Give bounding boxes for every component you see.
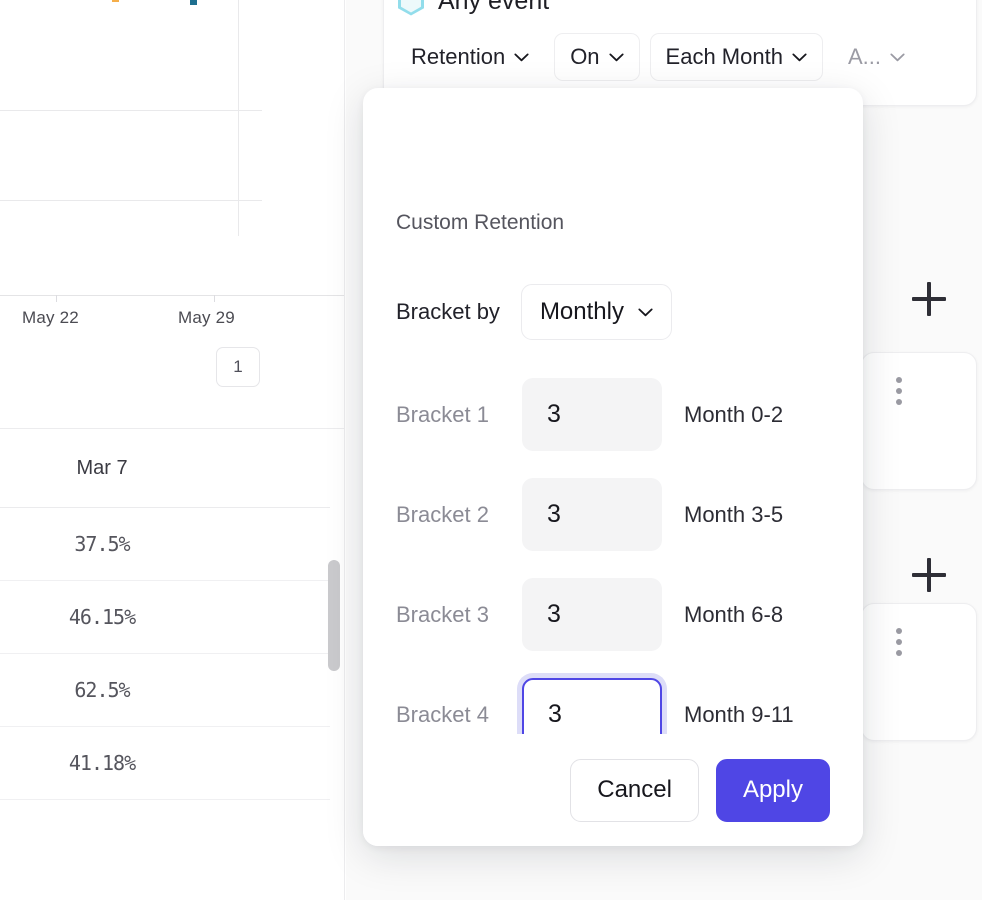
bracket-by-label: Bracket by	[396, 299, 500, 324]
table-cell: %	[0, 532, 18, 556]
chevron-down-icon	[638, 308, 653, 317]
x-tick-label-may-22: May 22	[22, 308, 79, 327]
table-scrollbar-thumb[interactable]	[328, 560, 340, 671]
x-tick-label-may-29: May 29	[178, 308, 235, 327]
rail-card-2[interactable]	[861, 603, 977, 741]
table-cell: %	[0, 605, 18, 629]
retention-table[interactable]: 6 Mar 7% 37.5%% 46.15%% 62.5%% 41.18%	[0, 429, 345, 900]
table-row: % 46.15%	[0, 581, 330, 654]
table-header-row: 6 Mar 7	[0, 429, 330, 508]
x-tick	[56, 295, 57, 302]
event-control-each-month[interactable]: Each Month	[649, 33, 823, 81]
gridline	[0, 200, 262, 201]
plot-area	[0, 0, 262, 300]
x-axis-line	[0, 295, 345, 296]
bracket-label: Bracket 2	[396, 501, 489, 527]
table-body: 6 Mar 7% 37.5%% 46.15%% 62.5%% 41.18%	[0, 429, 330, 800]
bracket-range-label: Month 3-5	[684, 501, 784, 527]
chart-page-indicator[interactable]: 1	[216, 347, 260, 387]
rail-card-1[interactable]	[861, 352, 977, 490]
gridline-vertical	[238, 0, 239, 236]
event-control-row: Retention On Each Month A...	[396, 33, 920, 81]
table-cell: 62.5%	[74, 678, 130, 702]
table-header-cell: 6	[0, 457, 18, 480]
custom-retention-dialog: Custom Retention Bracket by Monthly Brac…	[363, 88, 863, 846]
dialog-footer: Cancel Apply	[363, 734, 863, 846]
chevron-down-icon	[890, 53, 905, 62]
bracket-label: Bracket 3	[396, 601, 489, 627]
control-label: A...	[847, 44, 881, 69]
bracket-by-row: Bracket by Monthly	[396, 284, 672, 340]
control-label: On	[570, 44, 600, 69]
hexagon-badge-icon	[398, 0, 424, 16]
table-scrollbar[interactable]	[326, 429, 342, 900]
bracket-range-label: Month 9-11	[684, 701, 794, 727]
scatter-point	[112, 0, 119, 2]
bracket-row-1: Bracket 1 3 Month 0-2	[396, 378, 783, 451]
control-label: Retention	[411, 44, 506, 69]
table-row: % 41.18%	[0, 727, 330, 800]
cancel-button[interactable]: Cancel	[570, 758, 699, 822]
bracket-row-2: Bracket 2 3 Month 3-5	[396, 478, 783, 551]
table-cell: 37.5%	[74, 532, 130, 556]
left-pane: May 22 May 29 1 6 Mar 7% 37.5%% 46.15%% 62.5…	[0, 0, 345, 900]
bracket-by-value: Monthly	[539, 298, 624, 325]
add-step-button-top[interactable]	[912, 282, 946, 316]
bracket-label: Bracket 1	[396, 401, 489, 427]
bracket-size-input-2[interactable]: 3	[522, 478, 662, 551]
bracket-by-select[interactable]: Monthly	[520, 284, 672, 340]
x-axis-labels: May 22 May 29	[0, 308, 345, 334]
event-header: Any event	[398, 0, 549, 16]
table-header-cell: Mar 7	[76, 456, 128, 479]
chevron-down-icon	[608, 53, 624, 62]
table-row: % 62.5%	[0, 654, 330, 727]
bracket-range-label: Month 0-2	[684, 401, 784, 427]
bracket-size-input-1[interactable]: 3	[522, 378, 662, 451]
bracket-label: Bracket 4	[396, 701, 489, 727]
table-cell: 46.15%	[68, 605, 136, 629]
bracket-range-label: Month 6-8	[684, 601, 784, 627]
event-control-on[interactable]: On	[554, 33, 640, 81]
retention-scatter-chart[interactable]: May 22 May 29 1	[0, 0, 345, 428]
event-config-card: Any event Retention On Each Month A...	[383, 0, 977, 106]
event-title: Any event	[438, 0, 550, 15]
chevron-down-icon	[792, 53, 807, 62]
table-cell: 41.18%	[68, 751, 136, 775]
dialog-title: Custom Retention	[396, 211, 565, 234]
more-options-icon[interactable]	[896, 628, 902, 656]
bracket-row-3: Bracket 3 3 Month 6-8	[396, 578, 783, 651]
scatter-point	[190, 0, 197, 5]
add-step-button-bottom[interactable]	[912, 558, 946, 592]
pane-divider	[0, 428, 345, 429]
table-row: % 37.5%	[0, 508, 330, 581]
table-cell: %	[0, 751, 18, 775]
event-control-a[interactable]: A...	[832, 34, 920, 80]
event-control-retention[interactable]: Retention	[396, 34, 545, 80]
control-label: Each Month	[665, 44, 783, 69]
table-cell: %	[0, 678, 18, 702]
x-tick	[214, 295, 215, 302]
gridline	[0, 110, 262, 111]
more-options-icon[interactable]	[896, 377, 902, 405]
chevron-down-icon	[514, 53, 529, 62]
apply-button[interactable]: Apply	[715, 758, 830, 822]
bracket-size-input-3[interactable]: 3	[522, 578, 662, 651]
left-pane-edge	[344, 0, 345, 900]
